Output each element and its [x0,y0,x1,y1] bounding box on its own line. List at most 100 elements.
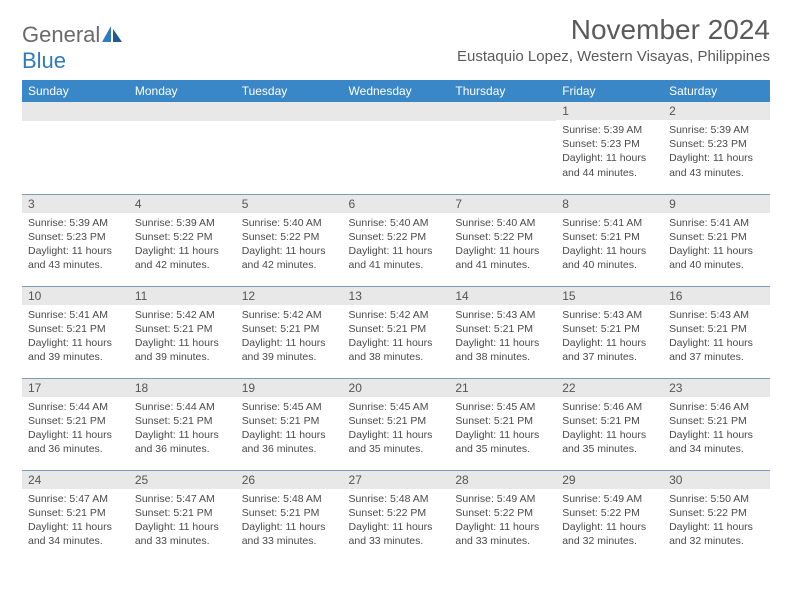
daylight-line: Daylight: 11 hours and 40 minutes. [562,245,646,271]
calendar-cell: 8Sunrise: 5:41 AMSunset: 5:21 PMDaylight… [556,194,663,286]
sunset-line: Sunset: 5:22 PM [455,507,533,519]
sunset-line: Sunset: 5:21 PM [562,415,640,427]
sunrise-line: Sunrise: 5:44 AM [135,401,215,413]
daylight-line: Daylight: 11 hours and 36 minutes. [242,429,326,455]
sunrise-line: Sunrise: 5:47 AM [135,493,215,505]
calendar-week-row: 10Sunrise: 5:41 AMSunset: 5:21 PMDayligh… [22,286,770,378]
daylight-line: Daylight: 11 hours and 36 minutes. [135,429,219,455]
sunrise-line: Sunrise: 5:49 AM [455,493,535,505]
weekday-header: Thursday [449,80,556,102]
calendar-cell: 24Sunrise: 5:47 AMSunset: 5:21 PMDayligh… [22,470,129,562]
sunrise-line: Sunrise: 5:45 AM [455,401,535,413]
daylight-line: Daylight: 11 hours and 38 minutes. [349,337,433,363]
sunrise-line: Sunrise: 5:49 AM [562,493,642,505]
calendar-cell: 18Sunrise: 5:44 AMSunset: 5:21 PMDayligh… [129,378,236,470]
calendar-cell: 1Sunrise: 5:39 AMSunset: 5:23 PMDaylight… [556,102,663,194]
sunrise-line: Sunrise: 5:48 AM [242,493,322,505]
calendar-cell [22,102,129,194]
sunset-line: Sunset: 5:21 PM [28,507,106,519]
daylight-line: Daylight: 11 hours and 33 minutes. [242,521,326,547]
calendar-cell: 26 Sunrise: 5:48 AM Sunset: 5:21 PM Dayligh… [236,470,343,562]
sunrise-line: Sunrise: 5:41 AM [28,309,108,321]
sunrise-line: Sunrise: 5:45 AM [349,401,429,413]
day-number: 21 [449,379,556,397]
sunrise-line: Sunrise: 5:39 AM [669,124,749,136]
weekday-header: Tuesday [236,80,343,102]
calendar-week-row: 3Sunrise: 5:39 AMSunset: 5:23 PMDaylight… [22,194,770,286]
daylight-line: Daylight: 11 hours and 37 minutes. [562,337,646,363]
day-number: 7 [449,195,556,213]
day-number: 27 [343,471,450,489]
sunset-line: Sunset: 5:21 PM [242,323,320,335]
day-details: Sunrise: 5:45 AM Sunset: 5:21 PM Daylight:… [343,397,450,461]
sunrise-line: Sunrise: 5:40 AM [242,217,322,229]
daylight-line: Daylight: 11 hours and 35 minutes. [349,429,433,455]
sunset-line: Sunset: 5:23 PM [669,138,747,150]
sunset-line: Sunset: 5:22 PM [349,507,427,519]
day-details: Sunrise: 5:47 AMSunset: 5:21 PMDaylight:… [22,489,129,553]
calendar-cell: 22Sunrise: 5:46 AMSunset: 5:21 PMDayligh… [556,378,663,470]
daylight-line: Daylight: 11 hours and 32 minutes. [669,521,753,547]
empty-day-header [343,102,450,121]
day-details: Sunrise: 5:41 AMSunset: 5:21 PMDaylight:… [663,213,770,277]
daylight-line: Daylight: 11 hours and 34 minutes. [28,521,112,547]
day-details: Sunrise: 5:39 AMSunset: 5:23 PMDaylight:… [663,120,770,184]
day-number: 3 [22,195,129,213]
calendar-cell: 9Sunrise: 5:41 AMSunset: 5:21 PMDaylight… [663,194,770,286]
sunset-line: Sunset: 5:22 PM [349,231,427,243]
calendar-week-row: 24Sunrise: 5:47 AMSunset: 5:21 PMDayligh… [22,470,770,562]
day-details: Sunrise: 5:50 AMSunset: 5:22 PMDaylight:… [663,489,770,553]
day-number: 18 [129,379,236,397]
calendar-cell: 4Sunrise: 5:39 AMSunset: 5:22 PMDaylight… [129,194,236,286]
day-details: Sunrise: 5:43 AMSunset: 5:21 PMDaylight:… [663,305,770,369]
day-number: 13 [343,287,450,305]
weekday-header: Sunday [22,80,129,102]
day-number: 6 [343,195,450,213]
sunset-line: Sunset: 5:21 PM [135,323,213,335]
day-number: 26 [236,471,343,489]
day-details: Sunrise: 5:46 AMSunset: 5:21 PMDaylight:… [663,397,770,461]
sunset-line: Sunset: 5:21 PM [349,415,427,427]
daylight-line: Daylight: 11 hours and 33 minutes. [455,521,539,547]
empty-day-header [22,102,129,121]
empty-day-header [449,102,556,121]
title-block: November 2024 Eustaquio Lopez, Western V… [457,14,770,65]
calendar-cell: 10Sunrise: 5:41 AMSunset: 5:21 PMDayligh… [22,286,129,378]
sunrise-line: Sunrise: 5:46 AM [669,401,749,413]
sunset-line: Sunset: 5:21 PM [28,415,106,427]
day-number: 4 [129,195,236,213]
calendar-cell: 27Sunrise: 5:48 AMSunset: 5:22 PMDayligh… [343,470,450,562]
day-number: 29 [556,471,663,489]
daylight-line: Daylight: 11 hours and 41 minutes. [349,245,433,271]
sunset-line: Sunset: 5:21 PM [455,323,533,335]
sunrise-line: Sunrise: 5:42 AM [349,309,429,321]
calendar-cell [449,102,556,194]
weekday-header-row: Sunday Monday Tuesday Wednesday Thursday… [22,80,770,102]
day-number: 30 [663,471,770,489]
sunset-line: Sunset: 5:21 PM [562,323,640,335]
sunset-line: Sunset: 5:21 PM [669,323,747,335]
day-number: 11 [129,287,236,305]
sunset-line: Sunset: 5:21 PM [242,507,320,519]
daylight-line: Daylight: 11 hours and 38 minutes. [455,337,539,363]
calendar-week-row: 1Sunrise: 5:39 AMSunset: 5:23 PMDaylight… [22,102,770,194]
sunset-line: Sunset: 5:21 PM [135,507,213,519]
sunrise-line: Sunrise: 5:41 AM [562,217,642,229]
day-details: Sunrise: 5:49 AMSunset: 5:22 PMDaylight:… [556,489,663,553]
weekday-header: Friday [556,80,663,102]
sunset-line: Sunset: 5:21 PM [455,415,533,427]
sunset-line: Sunset: 5:22 PM [135,231,213,243]
brand-logo: General Blue [22,22,122,74]
sunrise-line: Sunrise: 5:39 AM [28,217,108,229]
sunrise-line: Sunrise: 5:41 AM [669,217,749,229]
calendar-week-row: 17Sunrise: 5:44 AMSunset: 5:21 PMDayligh… [22,378,770,470]
sunrise-line: Sunrise: 5:42 AM [135,309,215,321]
day-number: 20 [343,379,450,397]
sunset-line: Sunset: 5:21 PM [562,231,640,243]
day-number: 15 [556,287,663,305]
daylight-line: Daylight: 11 hours and 35 minutes. [562,429,646,455]
daylight-line: Daylight: 11 hours and 40 minutes. [669,245,753,271]
calendar-cell: 28Sunrise: 5:49 AMSunset: 5:22 PMDayligh… [449,470,556,562]
daylight-line: Daylight: 11 hours and 33 minutes. [349,521,433,547]
sunset-line: Sunset: 5:22 PM [669,507,747,519]
